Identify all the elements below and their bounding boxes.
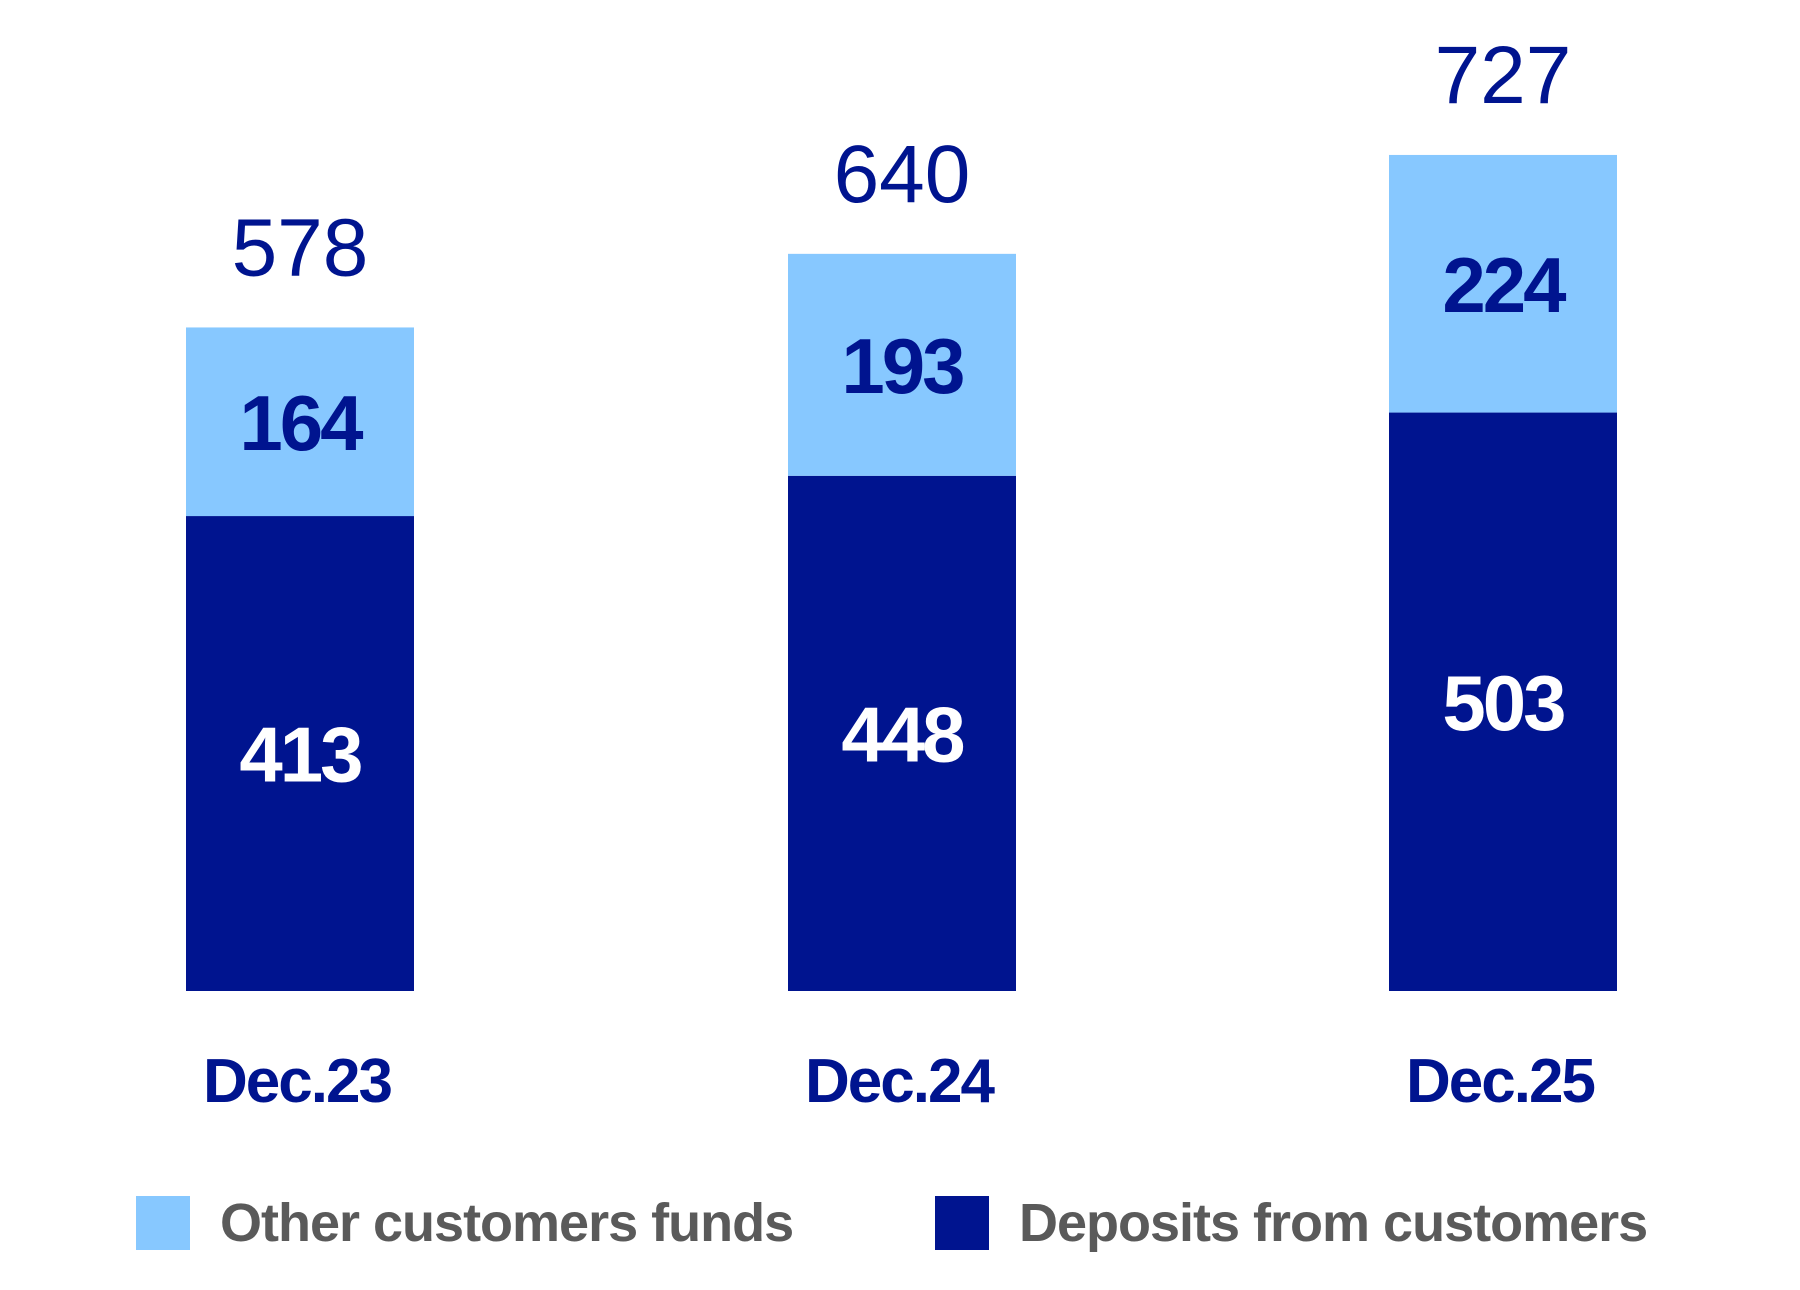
bar-segment-other-Dec.25 [1389,154,1617,413]
bar-segment-deposits-Dec.25 [1389,412,1617,991]
x-tick-label: Dec.25 [1406,1047,1594,1116]
bar-segment-other-Dec.23 [186,327,414,517]
data-label: 448 [841,690,963,778]
total-label: 578 [232,202,369,293]
legend-item-deposits-from-customers: Deposits from customers [935,1193,1648,1253]
data-label: 413 [239,711,361,799]
legend-label: Other customers funds [220,1193,794,1253]
x-tick-label: Dec.24 [805,1047,995,1116]
legend-swatch-other-customers-funds [136,1196,190,1250]
data-label: 193 [841,322,963,410]
bar-segment-deposits-Dec.23 [186,516,414,991]
x-tick-label: Dec.23 [203,1047,391,1116]
bar-segment-deposits-Dec.24 [788,475,1016,991]
total-label: 727 [1435,30,1572,121]
legend-swatch-deposits-from-customers [935,1196,989,1250]
data-label: 503 [1442,659,1564,747]
legend-item-other-customers-funds: Other customers funds [136,1193,794,1253]
data-label: 164 [239,379,363,467]
bar-segment-other-Dec.24 [788,253,1016,476]
legend-label: Deposits from customers [1019,1193,1648,1253]
data-label: 224 [1442,241,1566,329]
total-label: 640 [834,129,971,220]
